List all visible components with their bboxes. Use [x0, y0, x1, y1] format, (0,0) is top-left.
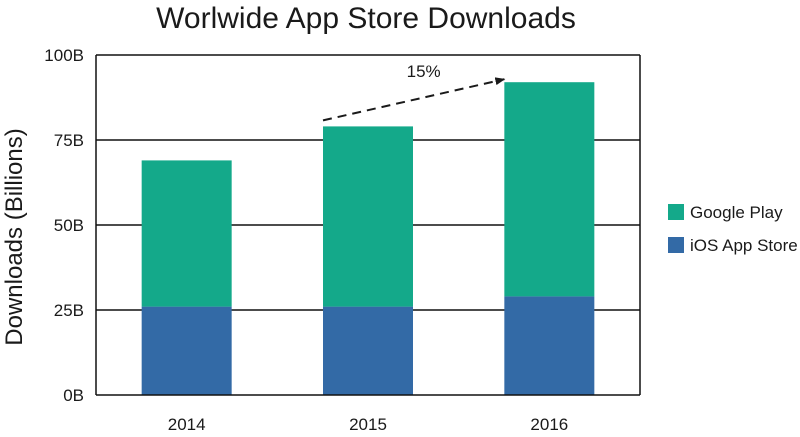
- chart-title: Worlwide App Store Downloads: [156, 2, 576, 35]
- y-tick-label: 0B: [63, 386, 84, 405]
- legend-swatch: [668, 237, 684, 253]
- growth-annotation: 15%: [322, 62, 506, 122]
- y-tick-label: 50B: [54, 216, 84, 235]
- bar-ios-app-store-2015: [323, 306, 413, 395]
- y-tick-label: 100B: [44, 46, 84, 65]
- y-axis-title: Downloads (Billions): [1, 128, 28, 345]
- bar-google-play-2015: [323, 126, 413, 307]
- y-tick-label: 75B: [54, 131, 84, 150]
- x-tick-label: 2014: [168, 415, 206, 434]
- bars: [141, 82, 595, 395]
- axes: 0B 25B 50B 75B 100B 2014 2015 2016: [44, 46, 641, 434]
- legend-swatch: [668, 204, 684, 220]
- bar-google-play-2016: [504, 82, 595, 297]
- legend-label: Google Play: [690, 203, 783, 222]
- x-tick-label: 2015: [349, 415, 387, 434]
- bar-ios-app-store-2016: [504, 296, 595, 395]
- y-tick-label: 25B: [54, 301, 84, 320]
- x-tick-label: 2016: [530, 415, 568, 434]
- growth-label: 15%: [407, 62, 441, 81]
- bar-google-play-2014: [141, 160, 232, 307]
- legend: Google Play iOS App Store: [668, 203, 798, 255]
- growth-arrow: [322, 77, 506, 122]
- legend-label: iOS App Store: [690, 236, 798, 255]
- bar-ios-app-store-2014: [141, 306, 232, 395]
